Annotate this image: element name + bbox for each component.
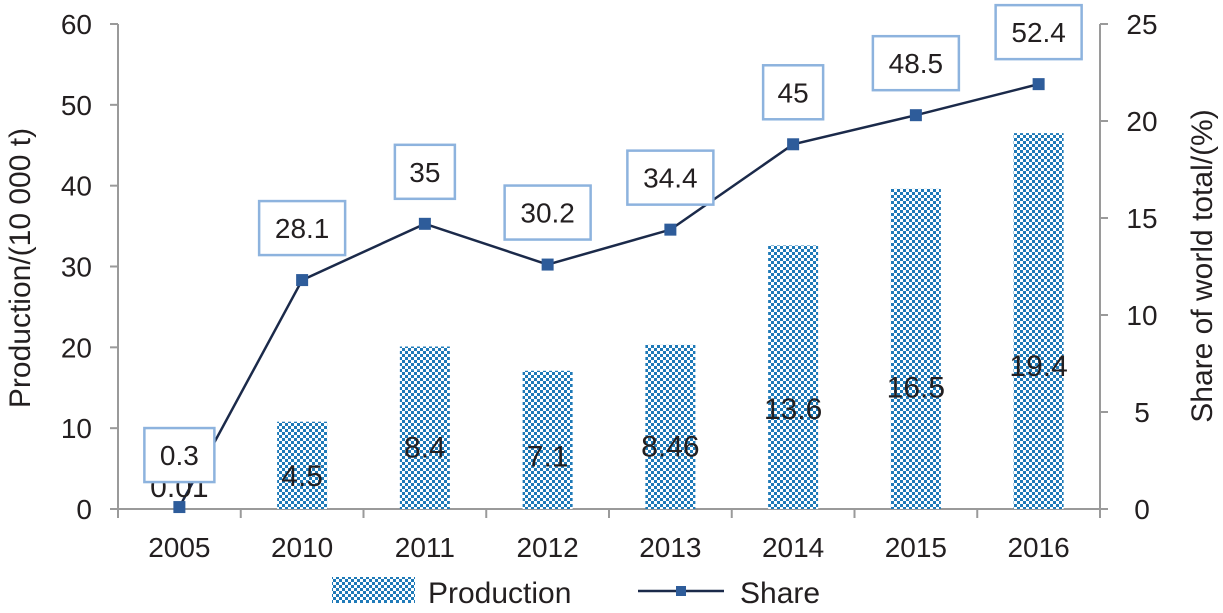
legend: Production Share [332,577,820,610]
production-data-label: 8.46 [641,431,699,464]
share-data-label: 35 [409,157,440,188]
x-tick-label: 2011 [395,532,455,563]
production-bar [399,346,450,509]
production-bar [890,188,941,509]
x-tick-label: 2014 [762,532,824,563]
production-bar [522,370,573,509]
y-right-tick-label: 15 [1126,203,1157,234]
share-label-box [503,184,592,241]
line-layer [173,78,1045,514]
y-left-tick-label: 30 [61,252,92,283]
legend-share-label: Share [740,577,820,610]
x-tick-label: 2005 [148,532,210,563]
production-data-label: 8.4 [404,431,446,464]
share-label-box [393,143,457,201]
share-data-label: 30.2 [520,198,575,229]
y-right-tick-label: 25 [1126,9,1157,40]
production-bar [1013,133,1064,509]
share-marker [541,258,554,271]
share-data-label: 0.3 [160,440,199,471]
y-left-tick-label: 10 [61,413,92,444]
production-data-label: 19.4 [1009,350,1067,383]
share-marker [787,138,800,151]
y-left-axis-title: Production/(10 000 t) [4,128,37,408]
y-left-tick-label: 50 [61,90,92,121]
y-right-tick-label: 5 [1134,397,1150,428]
y-right-tick-label: 20 [1126,106,1157,137]
production-bar [768,245,819,509]
labels-layer: 0.01 4.58.4 7.1 8.4613.616.519.40.328.13530… [143,3,1083,504]
production-bar [645,344,696,509]
share-data-label: 48.5 [889,48,944,79]
share-marker [1032,78,1045,91]
x-tick-label: 2012 [516,532,578,563]
legend-production-swatch [332,577,415,603]
share-marker [296,274,309,287]
y-left-tick-label: 0 [76,494,92,525]
share-label-box [626,149,715,206]
share-data-label: 28.1 [275,213,330,244]
share-marker [418,217,431,230]
share-label-box [143,426,216,484]
axes-layer: 0 10 20 30 40 50 60 0 5 10 15 20 25 2005 2010 2011 2012 2… [61,9,1158,563]
share-label-box [257,199,347,257]
production-data-label: 4.5 [281,460,323,493]
share-label-box [994,3,1083,61]
share-marker [173,501,186,514]
share-label-box [761,64,825,121]
y-right-tick-label: 0 [1134,494,1150,525]
legend-share-marker [676,586,686,596]
share-data-label: 52.4 [1011,17,1066,48]
y-left-tick-label: 20 [61,332,92,363]
share-line [178,82,1039,508]
share-label-box [871,34,961,92]
y-left-tick-label: 40 [61,171,92,202]
production-data-label: 16.5 [887,371,945,404]
legend-production-label: Production [428,577,571,610]
production-bar [277,421,328,509]
share-marker [664,223,677,236]
bars-layer [277,133,1064,509]
share-marker [909,109,922,122]
y-left-tick-label: 60 [61,9,92,40]
x-tick-label: 2015 [885,532,947,563]
y-right-tick-label: 10 [1126,300,1157,331]
x-tick-label: 2013 [639,532,701,563]
production-data-label: 13.6 [764,393,822,426]
x-tick-label: 2010 [271,532,333,563]
share-data-label: 45 [778,77,809,108]
share-data-label: 34.4 [643,163,698,194]
x-tick-label: 2016 [1007,532,1069,563]
plot-area: 0 10 20 30 40 50 60 0 5 10 15 20 25 2005 2010 2011 2012 2… [61,3,1158,563]
production-data-label: 7.1 [527,440,569,473]
y-right-axis-title: Share of world total/(%) [1186,109,1219,422]
